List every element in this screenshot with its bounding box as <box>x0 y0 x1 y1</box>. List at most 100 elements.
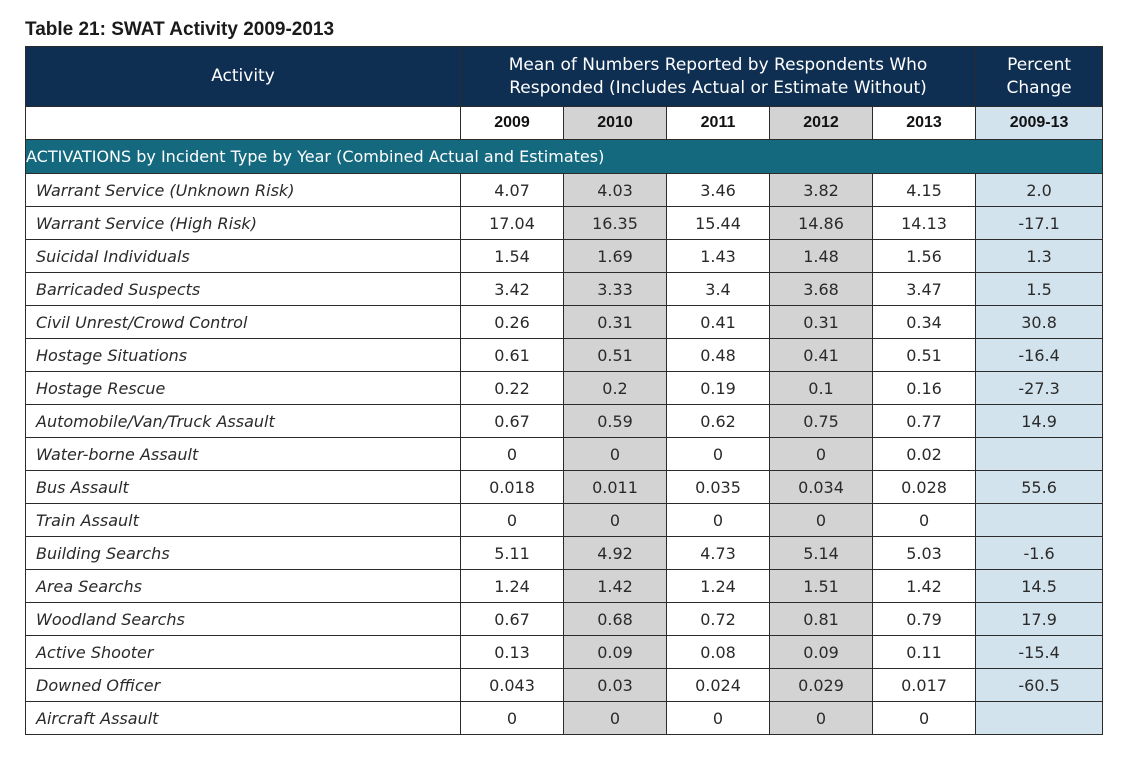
value-cell-2010: 0.31 <box>563 305 667 339</box>
value-cell-2009: 0.22 <box>460 371 564 405</box>
table-row: Civil Unrest/Crowd Control 0.26 0.31 0.41 0.… <box>25 305 1104 339</box>
value-cell-2012: 0.1 <box>769 371 873 405</box>
percent-change-cell: -1.6 <box>975 536 1104 570</box>
activity-cell: Downed Officer <box>25 668 461 702</box>
table-row: Downed Officer 0.043 0.03 0.024 0.029 0.017 -6… <box>25 668 1104 702</box>
activity-cell: Warrant Service (Unknown Risk) <box>25 173 461 207</box>
pct-period-header: 2009-13 <box>975 106 1104 140</box>
pct-header-line1: Percent <box>1007 54 1072 75</box>
value-cell-2011: 0.08 <box>666 635 770 669</box>
value-cell-2009: 17.04 <box>460 206 564 240</box>
percent-change-cell: 17.9 <box>975 602 1104 636</box>
table-row: Warrant Service (Unknown Risk) 4.07 4.03 3.… <box>25 173 1104 207</box>
year-header: 2010 <box>563 106 667 140</box>
value-cell-2011: 15.44 <box>666 206 770 240</box>
value-cell-2012: 0 <box>769 701 873 735</box>
value-cell-2013: 5.03 <box>871 536 977 570</box>
value-cell-2009: 5.11 <box>460 536 564 570</box>
value-cell-2012: 0.029 <box>769 668 873 702</box>
table-row: Barricaded Suspects 3.42 3.33 3.4 3.68 3.47 1.… <box>25 272 1104 306</box>
header-row: Activity Mean of Numbers Reported by Res… <box>25 46 1104 107</box>
percent-change-cell: 1.3 <box>975 239 1104 273</box>
value-cell-2010: 0.09 <box>563 635 667 669</box>
activity-cell: Barricaded Suspects <box>25 272 461 306</box>
value-cell-2011: 0 <box>666 437 770 471</box>
year-header: 2013 <box>871 106 977 140</box>
table-row: Building Searchs 5.11 4.92 4.73 5.14 5.03 -1.6 <box>25 536 1104 570</box>
table-row: Automobile/Van/Truck Assault 0.67 0.59 0.62… <box>25 404 1104 438</box>
value-cell-2012: 14.86 <box>769 206 873 240</box>
value-cell-2009: 0.26 <box>460 305 564 339</box>
value-cell-2009: 0.61 <box>460 338 564 372</box>
activity-cell: Water-borne Assault <box>25 437 461 471</box>
value-cell-2010: 0 <box>563 503 667 537</box>
swat-activity-table: Activity Mean of Numbers Reported by Res… <box>24 46 1104 735</box>
value-cell-2011: 4.73 <box>666 536 770 570</box>
value-cell-2011: 1.24 <box>666 569 770 603</box>
table-row: Aircraft Assault 0 0 0 0 0 <box>25 701 1104 735</box>
value-cell-2012: 0 <box>769 503 873 537</box>
year-header: 2012 <box>769 106 873 140</box>
value-cell-2011: 3.46 <box>666 173 770 207</box>
percent-change-cell: 1.5 <box>975 272 1104 306</box>
value-cell-2013: 0.11 <box>871 635 977 669</box>
value-cell-2011: 0.72 <box>666 602 770 636</box>
value-cell-2010: 0.2 <box>563 371 667 405</box>
activity-cell: Suicidal Individuals <box>25 239 461 273</box>
value-cell-2010: 1.42 <box>563 569 667 603</box>
value-cell-2012: 0.41 <box>769 338 873 372</box>
percent-change-cell: 14.9 <box>975 404 1104 438</box>
value-cell-2012: 0.034 <box>769 470 873 504</box>
table-row: Suicidal Individuals 1.54 1.69 1.43 1.48 1.56… <box>25 239 1104 273</box>
activity-cell: Area Searchs <box>25 569 461 603</box>
percent-change-cell <box>975 701 1104 735</box>
table-caption: Table 21: SWAT Activity 2009-2013 <box>25 19 335 40</box>
value-cell-2011: 0.19 <box>666 371 770 405</box>
value-cell-2011: 0.48 <box>666 338 770 372</box>
activity-header: Activity <box>25 46 461 107</box>
activity-cell: Automobile/Van/Truck Assault <box>25 404 461 438</box>
value-cell-2009: 0 <box>460 701 564 735</box>
value-cell-2013: 1.42 <box>871 569 977 603</box>
value-cell-2009: 0.018 <box>460 470 564 504</box>
value-cell-2010: 0 <box>563 437 667 471</box>
value-cell-2013: 0.77 <box>871 404 977 438</box>
activity-cell: Civil Unrest/Crowd Control <box>25 305 461 339</box>
value-cell-2012: 3.82 <box>769 173 873 207</box>
table-row: Hostage Situations 0.61 0.51 0.48 0.41 0.51 -1… <box>25 338 1104 372</box>
value-cell-2010: 16.35 <box>563 206 667 240</box>
percent-change-cell: -27.3 <box>975 371 1104 405</box>
year-header: 2009 <box>460 106 564 140</box>
mean-header-line1: Mean of Numbers Reported by Respondents … <box>508 54 928 75</box>
year-row: 2009 2010 2011 2012 2013 2009-13 <box>25 106 1104 140</box>
table-row: Bus Assault 0.018 0.011 0.035 0.034 0.028 55.6 <box>25 470 1104 504</box>
value-cell-2009: 1.24 <box>460 569 564 603</box>
percent-change-cell: -16.4 <box>975 338 1104 372</box>
value-cell-2012: 1.48 <box>769 239 873 273</box>
value-cell-2009: 0.67 <box>460 404 564 438</box>
value-cell-2010: 0.68 <box>563 602 667 636</box>
value-cell-2009: 3.42 <box>460 272 564 306</box>
table-row: Area Searchs 1.24 1.42 1.24 1.51 1.42 14.5 <box>25 569 1104 603</box>
percent-change-cell: 14.5 <box>975 569 1104 603</box>
percent-change-cell: 55.6 <box>975 470 1104 504</box>
activity-cell: Warrant Service (High Risk) <box>25 206 461 240</box>
percent-change-cell: -60.5 <box>975 668 1104 702</box>
value-cell-2010: 0.59 <box>563 404 667 438</box>
value-cell-2009: 0.043 <box>460 668 564 702</box>
table-row: Hostage Rescue 0.22 0.2 0.19 0.1 0.16 -27.3 <box>25 371 1104 405</box>
value-cell-2011: 0 <box>666 503 770 537</box>
year-header: 2011 <box>666 106 770 140</box>
table-row: Train Assault 0 0 0 0 0 <box>25 503 1104 537</box>
section-title: ACTIVATIONS by Incident Type by Year (Co… <box>24 139 1104 174</box>
activity-cell: Active Shooter <box>25 635 461 669</box>
percent-change-cell <box>975 503 1104 537</box>
activity-cell: Aircraft Assault <box>25 701 461 735</box>
percent-change-header: Percent Change <box>975 46 1104 107</box>
year-row-blank <box>25 106 461 140</box>
activity-cell: Woodland Searchs <box>25 602 461 636</box>
value-cell-2013: 3.47 <box>871 272 977 306</box>
value-cell-2013: 0.16 <box>871 371 977 405</box>
percent-change-cell: 30.8 <box>975 305 1104 339</box>
value-cell-2010: 0 <box>563 701 667 735</box>
